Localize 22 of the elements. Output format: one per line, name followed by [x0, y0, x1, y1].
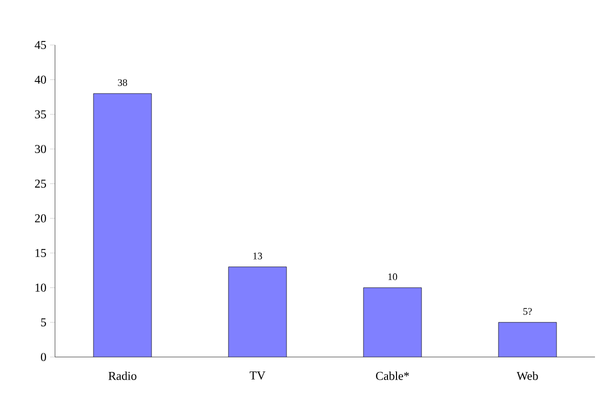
x-tick-label: Cable* [376, 372, 409, 380]
y-tick-label: 15 [36, 248, 46, 258]
x-tick-label: Radio [108, 372, 136, 380]
x-tick-label: TV [250, 372, 266, 380]
y-tick-label: 5 [41, 318, 46, 326]
y-tick-label: 30 [35, 144, 46, 154]
bar [498, 322, 557, 357]
data-label: 5? [523, 308, 532, 315]
y-tick-label: 35 [35, 110, 46, 118]
y-tick-label: 40 [34, 76, 46, 84]
bar [228, 266, 287, 357]
bar [363, 288, 422, 357]
y-tick-label: 45 [34, 40, 46, 50]
y-tick-label: 20 [35, 214, 46, 222]
y-tick-label: 0 [40, 352, 46, 362]
data-label: 38 [118, 79, 128, 86]
y-tick-label: 10 [36, 284, 46, 292]
data-label: 13 [253, 252, 262, 260]
x-tick-label: Web [516, 372, 538, 380]
data-label: 10 [388, 273, 398, 280]
bar [93, 94, 152, 357]
y-tick-label: 25 [35, 180, 46, 188]
